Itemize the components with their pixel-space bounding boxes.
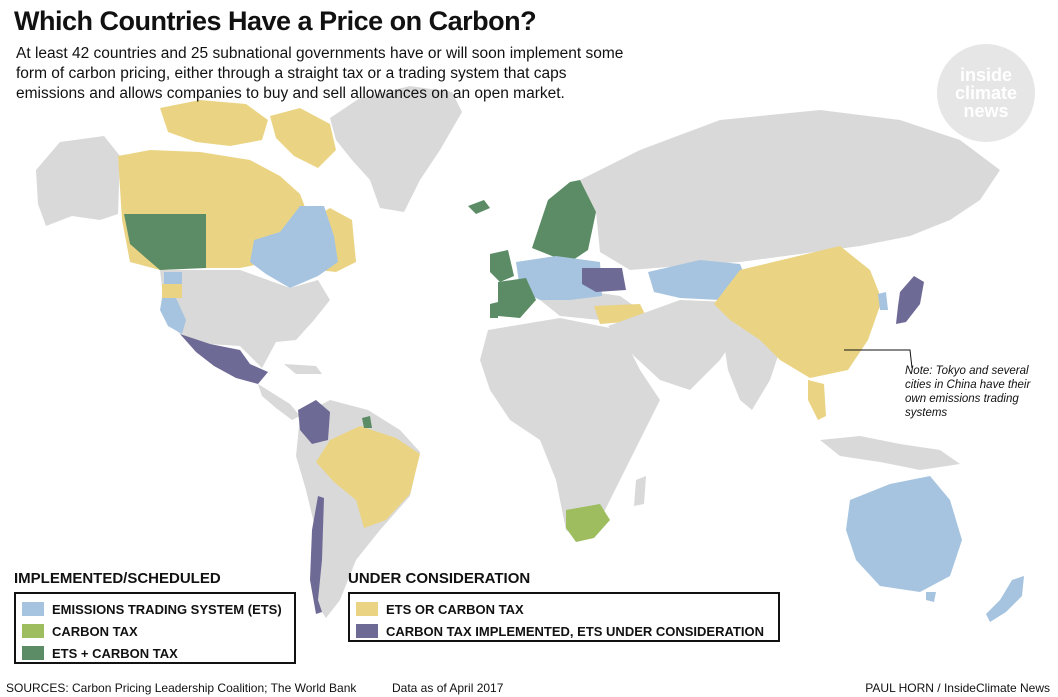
footer-date: Data as of April 2017 [392, 681, 504, 695]
indonesia [820, 436, 960, 470]
canada-ontario-quebec [250, 206, 338, 288]
legend-item-tax-ets-consideration: CARBON TAX IMPLEMENTED, ETS UNDER CONSID… [356, 620, 772, 642]
swatch-tax-ets-consideration [356, 624, 378, 638]
madagascar [634, 476, 646, 506]
page-title: Which Countries Have a Price on Carbon? [14, 6, 537, 36]
chile [310, 496, 324, 614]
china [714, 246, 882, 378]
logo-line-2: climate [954, 83, 1018, 103]
swatch-ets-carbon-tax [22, 646, 44, 660]
usa-oregon [162, 284, 182, 298]
legend-label: CARBON TAX [52, 623, 138, 639]
swatch-ets [22, 602, 44, 616]
footer-credit: PAUL HORN / InsideClimate News [865, 681, 1050, 695]
legend-item-ets-or-tax: ETS OR CARBON TAX [356, 598, 772, 620]
legend-heading-implemented: IMPLEMENTED/SCHEDULED [14, 570, 221, 587]
uk-ireland [490, 250, 514, 282]
swatch-ets-or-tax [356, 602, 378, 616]
usa-california [160, 298, 186, 334]
korea [878, 292, 888, 310]
note-pointer-line [844, 349, 913, 369]
legend-item-ets-carbon-tax: ETS + CARBON TAX [22, 642, 288, 664]
australia [846, 476, 962, 592]
brazil [316, 426, 420, 528]
french-guiana [362, 416, 372, 428]
legend-label: ETS OR CARBON TAX [386, 601, 524, 617]
cuba [284, 364, 322, 374]
canada-bc-ab-sk [124, 214, 206, 270]
portugal [490, 302, 498, 318]
tasmania [926, 592, 936, 602]
russia [580, 110, 1000, 270]
canada-arctic-islands [160, 100, 268, 146]
insideclimate-news-logo: inside climate news [937, 44, 1035, 142]
new-zealand [986, 576, 1024, 622]
legend-heading-consideration: UNDER CONSIDERATION [348, 570, 531, 587]
scandinavia [532, 178, 596, 262]
iceland [468, 200, 490, 214]
southeast-asia [808, 380, 826, 420]
canada-baffin [270, 108, 336, 168]
japan [896, 276, 924, 324]
greenland [330, 86, 462, 212]
ukraine [582, 268, 626, 292]
legend-label: ETS + CARBON TAX [52, 645, 178, 661]
legend-item-ets: EMISSIONS TRADING SYSTEM (ETS) [22, 598, 288, 620]
legend-label: CARBON TAX IMPLEMENTED, ETS UNDER CONSID… [386, 623, 764, 639]
legend-implemented: EMISSIONS TRADING SYSTEM (ETS) CARBON TA… [14, 592, 296, 664]
kazakhstan [648, 260, 750, 300]
colombia [298, 400, 330, 444]
legend-item-carbon-tax: CARBON TAX [22, 620, 288, 642]
usa [160, 270, 330, 368]
page-subtitle: At least 42 countries and 25 subnational… [16, 45, 624, 102]
logo-line-3: news [963, 101, 1009, 121]
mexico [180, 334, 268, 384]
south-africa [566, 504, 610, 542]
alaska [36, 136, 120, 226]
footer-sources: SOURCES: Carbon Pricing Leadership Coali… [6, 681, 357, 695]
logo-line-1: inside [959, 65, 1012, 85]
swatch-carbon-tax [22, 624, 44, 638]
europe-ets [516, 256, 602, 300]
france-spain [498, 278, 536, 318]
legend-label: EMISSIONS TRADING SYSTEM (ETS) [52, 601, 282, 617]
central-america [258, 384, 300, 420]
africa [480, 318, 660, 540]
middle-east [608, 300, 740, 390]
usa-washington [164, 272, 182, 284]
map-note: Note: Tokyo and several cities in China … [905, 365, 1031, 419]
legend-consideration: ETS OR CARBON TAX CARBON TAX IMPLEMENTED… [348, 592, 780, 642]
